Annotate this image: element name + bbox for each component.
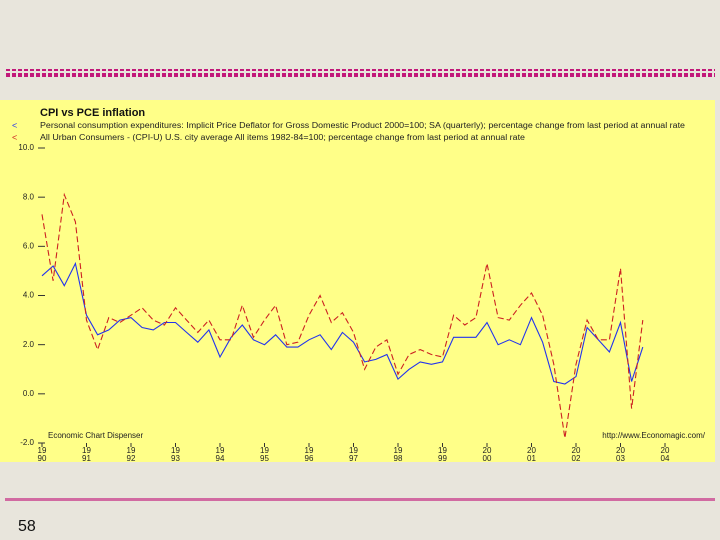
x-tick-label: 19 [394, 446, 403, 455]
x-tick-label: 92 [127, 454, 136, 463]
x-tick-label: 95 [260, 454, 269, 463]
legend-label: Personal consumption expenditures: Impli… [40, 121, 686, 130]
x-tick-label: 19 [127, 446, 136, 455]
x-tick-label: 20 [483, 446, 492, 455]
x-tick-label: 00 [483, 454, 492, 463]
page-number: 58 [18, 518, 36, 535]
x-tick-label: 94 [216, 454, 225, 463]
x-tick-label: 03 [616, 454, 625, 463]
x-tick-label: 19 [216, 446, 225, 455]
y-tick-label: -2.0 [20, 438, 34, 447]
x-tick-label: 19 [438, 446, 447, 455]
x-tick-label: 98 [394, 454, 403, 463]
x-tick-label: 20 [661, 446, 670, 455]
x-tick-label: 19 [38, 446, 47, 455]
x-tick-label: 02 [572, 454, 581, 463]
bottom-stripe [5, 498, 715, 501]
legend-marker: < [12, 120, 17, 130]
legend-label: All Urban Consumers - (CPI-U) U.S. city … [40, 133, 526, 142]
legend-marker: < [12, 132, 17, 142]
x-tick-label: 20 [616, 446, 625, 455]
chart-panel [0, 100, 715, 462]
y-tick-label: 10.0 [18, 143, 34, 152]
x-tick-label: 20 [527, 446, 536, 455]
x-tick-label: 91 [82, 454, 91, 463]
source-right: http://www.Economagic.com/ [602, 431, 705, 440]
chart-title: CPI vs PCE inflation [40, 107, 145, 119]
x-tick-label: 97 [349, 454, 358, 463]
y-tick-label: 4.0 [23, 291, 35, 300]
x-tick-label: 01 [527, 454, 536, 463]
x-tick-label: 99 [438, 454, 447, 463]
x-tick-label: 20 [572, 446, 581, 455]
x-tick-label: 04 [661, 454, 670, 463]
x-tick-label: 19 [82, 446, 91, 455]
x-tick-label: 19 [260, 446, 269, 455]
series-line [41, 192, 644, 439]
y-tick-label: 2.0 [23, 340, 35, 349]
x-tick-label: 96 [305, 454, 314, 463]
x-tick-label: 90 [38, 454, 47, 463]
x-tick-label: 93 [171, 454, 180, 463]
source-left: Economic Chart Dispenser [48, 431, 143, 440]
x-tick-label: 19 [349, 446, 358, 455]
top-stripe [5, 69, 715, 77]
y-tick-label: 8.0 [23, 192, 35, 201]
series-line [41, 261, 644, 385]
y-tick-label: 6.0 [23, 241, 35, 250]
y-tick-label: 0.0 [23, 389, 35, 398]
x-tick-label: 19 [305, 446, 314, 455]
x-tick-label: 19 [171, 446, 180, 455]
